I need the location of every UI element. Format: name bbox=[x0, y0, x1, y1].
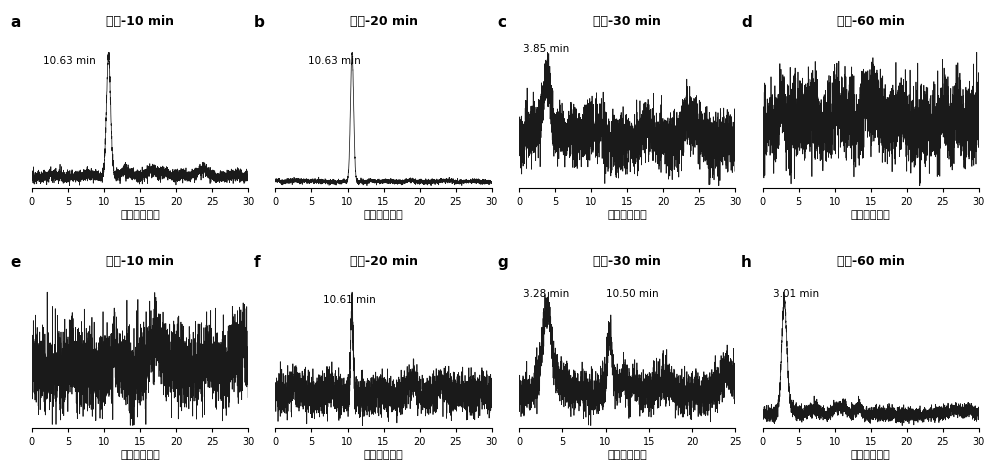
X-axis label: 时间（分钟）: 时间（分钟） bbox=[364, 450, 403, 460]
X-axis label: 时间（分钟）: 时间（分钟） bbox=[120, 210, 160, 220]
Title: 血液-10 min: 血液-10 min bbox=[106, 15, 174, 28]
X-axis label: 时间（分钟）: 时间（分钟） bbox=[607, 210, 647, 220]
X-axis label: 时间（分钟）: 时间（分钟） bbox=[364, 210, 403, 220]
Title: 血液-30 min: 血液-30 min bbox=[593, 15, 661, 28]
X-axis label: 时间（分钟）: 时间（分钟） bbox=[851, 210, 891, 220]
Title: 尿液-20 min: 尿液-20 min bbox=[350, 255, 418, 268]
Text: 10.63 min: 10.63 min bbox=[308, 56, 361, 66]
Text: b: b bbox=[254, 16, 265, 30]
Text: 3.85 min: 3.85 min bbox=[523, 44, 570, 54]
Text: 10.50 min: 10.50 min bbox=[606, 289, 658, 299]
Text: 3.01 min: 3.01 min bbox=[773, 289, 820, 299]
Title: 尿液-30 min: 尿液-30 min bbox=[593, 255, 661, 268]
Text: e: e bbox=[10, 256, 21, 270]
Title: 血液-60 min: 血液-60 min bbox=[837, 15, 905, 28]
Title: 尿液-60 min: 尿液-60 min bbox=[837, 255, 905, 268]
Text: 10.63 min: 10.63 min bbox=[43, 56, 95, 66]
Text: 10.61 min: 10.61 min bbox=[323, 295, 376, 305]
X-axis label: 时间（分钟）: 时间（分钟） bbox=[120, 450, 160, 460]
X-axis label: 时间（分钟）: 时间（分钟） bbox=[851, 450, 891, 460]
Text: h: h bbox=[741, 256, 752, 270]
Text: f: f bbox=[254, 256, 260, 270]
Title: 尿液-10 min: 尿液-10 min bbox=[106, 255, 174, 268]
Text: c: c bbox=[497, 16, 506, 30]
X-axis label: 时间（分钟）: 时间（分钟） bbox=[607, 450, 647, 460]
Text: 3.28 min: 3.28 min bbox=[523, 289, 570, 299]
Title: 血液-20 min: 血液-20 min bbox=[350, 15, 418, 28]
Text: g: g bbox=[497, 256, 508, 270]
Text: a: a bbox=[10, 16, 21, 30]
Text: d: d bbox=[741, 16, 752, 30]
